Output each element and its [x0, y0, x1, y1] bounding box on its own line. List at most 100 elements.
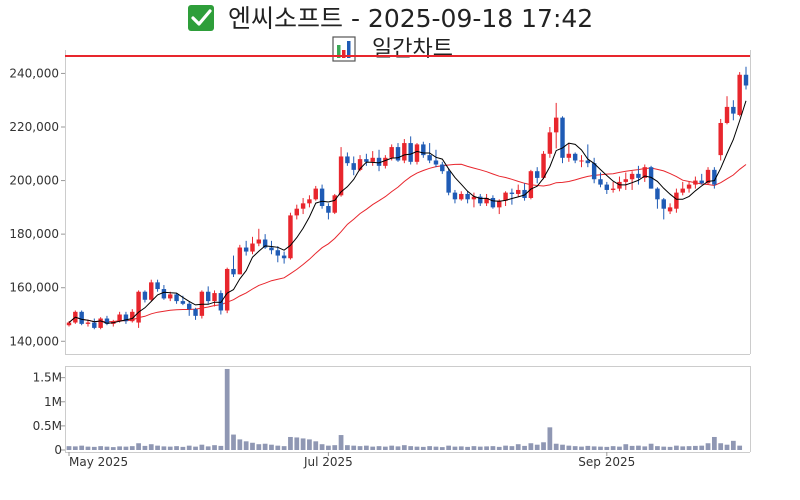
volume-bar: [281, 446, 287, 450]
candle-body: [642, 167, 647, 178]
candle-body: [636, 173, 641, 178]
volume-bar: [414, 446, 420, 450]
volume-bar: [319, 444, 325, 450]
volume-bar: [674, 445, 679, 450]
candle: [187, 301, 192, 316]
candle-body: [484, 197, 489, 204]
volume-bar: [231, 434, 236, 450]
volume-bar: [98, 446, 104, 450]
volume-bar: [389, 445, 395, 450]
chart-header: 엔씨소프트 - 2025-09-18 17:42 일간차트: [188, 4, 593, 62]
volume-bar: [326, 445, 331, 450]
price-y-tick-label: 240,000: [9, 66, 59, 80]
volume-bar: [503, 445, 508, 450]
candle-body: [376, 157, 382, 166]
candle: [737, 72, 742, 117]
candle-body: [364, 159, 369, 162]
candle-body: [319, 188, 325, 207]
candle: [275, 246, 281, 263]
candle-body: [104, 318, 110, 324]
volume-bar: [737, 445, 743, 450]
volume-bar: [477, 446, 483, 450]
candle-body: [237, 247, 243, 275]
candle-body: [471, 196, 477, 200]
ma20-line: [68, 163, 747, 323]
candle-body: [705, 169, 711, 184]
candle-body: [281, 255, 287, 259]
candle-body: [243, 247, 249, 252]
candle-body: [459, 193, 464, 200]
candle-body: [585, 160, 591, 164]
volume-bar: [522, 445, 527, 450]
candle: [484, 193, 489, 207]
candle: [269, 240, 274, 255]
candle: [522, 183, 527, 201]
volume-bar: [212, 445, 217, 450]
volume-bar: [648, 443, 654, 450]
candle-body: [503, 192, 508, 201]
candle: [465, 191, 470, 204]
candle: [503, 191, 508, 207]
candle-body: [79, 311, 84, 324]
candle: [478, 193, 483, 207]
candle-body: [294, 208, 299, 216]
candle: [319, 184, 325, 209]
volume-bar: [136, 443, 141, 450]
volume-bar: [250, 442, 255, 450]
volume-bar: [186, 445, 192, 450]
price-y-tick-label: 220,000: [9, 120, 59, 134]
candle-body: [402, 143, 407, 161]
candle: [471, 192, 477, 208]
candle-body: [440, 164, 445, 172]
candle-body: [414, 144, 420, 162]
volume-bar: [357, 446, 363, 450]
volume-bar: [591, 446, 597, 450]
candle-body: [174, 294, 179, 302]
candle-body: [85, 322, 91, 324]
volume-bar: [224, 368, 230, 450]
volume-bar: [205, 446, 211, 450]
candle: [724, 96, 730, 125]
ma5-line: [68, 100, 747, 324]
candle-body: [731, 106, 736, 114]
candle: [743, 66, 749, 90]
candle: [699, 173, 704, 185]
candle: [655, 187, 660, 209]
candle: [370, 151, 375, 166]
volume-bar: [142, 445, 148, 450]
volume-bar: [174, 446, 179, 450]
volume-bar: [509, 446, 515, 450]
candle: [237, 244, 243, 275]
volume-bar: [91, 446, 97, 450]
volume-bar: [395, 446, 401, 450]
candle: [294, 204, 299, 220]
candle: [642, 164, 647, 182]
volume-bar: [515, 444, 521, 450]
volume-bar: [148, 444, 154, 450]
volume-bar: [560, 444, 565, 450]
date-x-tick-label: Jul 2025: [303, 455, 353, 469]
volume-bar: [332, 445, 338, 450]
candle-body: [528, 171, 534, 198]
candle-body: [250, 243, 255, 252]
candle: [421, 141, 426, 158]
candle-body: [667, 207, 673, 212]
candle: [572, 152, 578, 164]
candle-body: [187, 303, 192, 310]
candle: [79, 310, 84, 326]
candle: [212, 290, 217, 307]
candle-body: [130, 311, 135, 322]
candle: [490, 195, 496, 209]
bar-chart-icon: [332, 36, 356, 62]
volume-bar: [364, 445, 369, 450]
candle: [712, 167, 717, 189]
candle: [205, 286, 211, 304]
price-y-tick-label: 160,000: [9, 281, 59, 295]
volume-bar: [680, 446, 686, 450]
volume-bar: [711, 436, 717, 450]
volume-bar: [534, 444, 540, 450]
candle: [345, 152, 350, 166]
volume-bar: [218, 445, 224, 450]
candle: [136, 290, 141, 328]
candle-body: [123, 314, 129, 322]
